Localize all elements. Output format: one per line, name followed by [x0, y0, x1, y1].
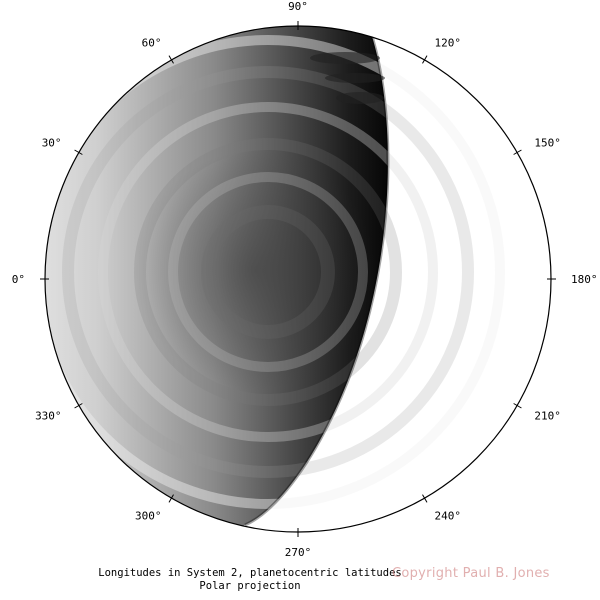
longitude-label: 0° [12, 273, 25, 286]
longitude-label: 330° [35, 410, 62, 423]
longitude-label: 90° [288, 0, 308, 13]
longitude-label: 210° [534, 410, 561, 423]
longitude-ticks [40, 21, 556, 537]
longitude-label: 150° [534, 137, 561, 150]
longitude-label: 270° [285, 546, 312, 559]
longitude-tick [422, 55, 428, 64]
longitude-tick [74, 149, 83, 155]
longitude-labels: 0° 30° 60° 90° 120° 150° 180° 210° 240° 270° 300° 3… [12, 0, 598, 559]
longitude-tick [168, 55, 174, 64]
planet-imagery [45, 26, 474, 532]
copyright-watermark: Copyright Paul B. Jones [392, 566, 550, 581]
longitude-label: 60° [142, 37, 162, 50]
longitude-label: 300° [135, 509, 162, 522]
caption-projection-type: Polar projection [199, 580, 301, 592]
caption-coordinate-system: Longitudes in System 2, planetocentric l… [98, 567, 402, 579]
longitude-tick [422, 494, 428, 503]
longitude-label: 240° [435, 509, 462, 522]
longitude-tick [74, 403, 83, 409]
longitude-tick [513, 149, 522, 155]
longitude-tick [513, 403, 522, 409]
longitude-label: 180° [571, 273, 598, 286]
longitude-label: 120° [435, 37, 462, 50]
longitude-tick [168, 494, 174, 503]
longitude-label: 30° [42, 137, 62, 150]
